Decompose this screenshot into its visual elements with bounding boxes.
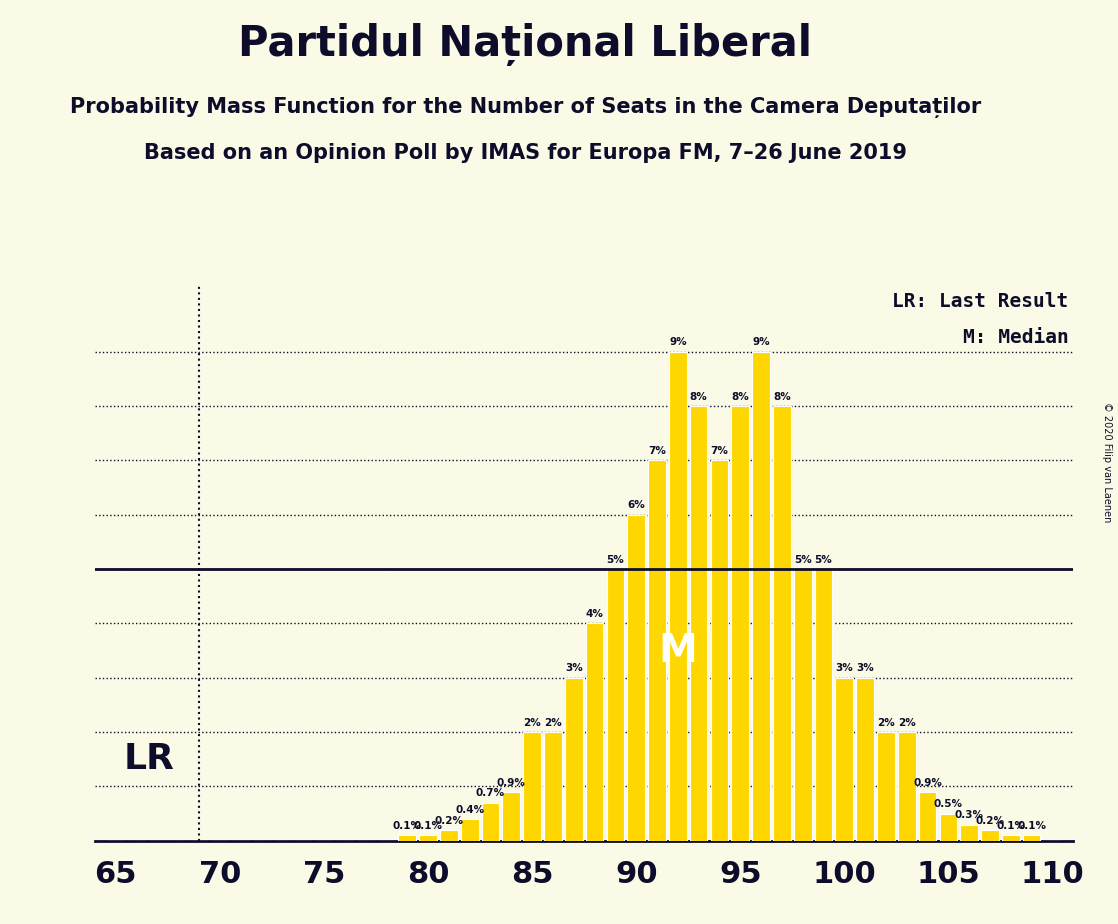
Bar <box>544 732 561 841</box>
Bar <box>815 569 833 841</box>
Text: 0.9%: 0.9% <box>913 778 942 787</box>
Bar <box>1002 835 1020 841</box>
Text: 9%: 9% <box>669 337 686 347</box>
Bar <box>607 569 624 841</box>
Text: 0.9%: 0.9% <box>496 778 525 787</box>
Bar <box>419 835 437 841</box>
Bar <box>565 678 582 841</box>
Bar <box>627 515 645 841</box>
Bar <box>794 569 812 841</box>
Bar <box>773 406 790 841</box>
Text: LR: LR <box>123 742 174 776</box>
Text: 7%: 7% <box>711 446 729 456</box>
Text: 0.7%: 0.7% <box>476 788 505 798</box>
Bar <box>523 732 541 841</box>
Text: Based on an Opinion Poll by IMAS for Europa FM, 7–26 June 2019: Based on an Opinion Poll by IMAS for Eur… <box>144 143 907 164</box>
Bar <box>898 732 916 841</box>
Text: 8%: 8% <box>690 392 708 402</box>
Bar <box>982 830 998 841</box>
Text: 2%: 2% <box>878 718 894 728</box>
Text: 3%: 3% <box>565 663 582 674</box>
Bar <box>482 803 500 841</box>
Bar <box>711 460 728 841</box>
Text: 5%: 5% <box>606 554 624 565</box>
Text: 0.1%: 0.1% <box>392 821 421 831</box>
Text: 5%: 5% <box>815 554 833 565</box>
Text: 8%: 8% <box>731 392 749 402</box>
Bar <box>502 792 520 841</box>
Text: 2%: 2% <box>523 718 541 728</box>
Text: M: M <box>659 632 698 670</box>
Bar <box>690 406 708 841</box>
Text: Partidul Național Liberal: Partidul Național Liberal <box>238 23 813 67</box>
Text: 3%: 3% <box>856 663 874 674</box>
Bar <box>878 732 894 841</box>
Bar <box>960 824 978 841</box>
Bar <box>461 819 479 841</box>
Bar <box>398 835 416 841</box>
Text: 0.3%: 0.3% <box>955 810 984 821</box>
Bar <box>856 678 874 841</box>
Text: 8%: 8% <box>773 392 790 402</box>
Text: 2%: 2% <box>544 718 562 728</box>
Text: 5%: 5% <box>794 554 812 565</box>
Text: 0.1%: 0.1% <box>414 821 443 831</box>
Bar <box>919 792 937 841</box>
Bar <box>835 678 853 841</box>
Text: M: Median: M: Median <box>963 328 1069 347</box>
Text: 7%: 7% <box>648 446 666 456</box>
Text: 9%: 9% <box>752 337 770 347</box>
Text: 0.2%: 0.2% <box>435 816 463 826</box>
Bar <box>1023 835 1041 841</box>
Bar <box>440 830 457 841</box>
Bar <box>752 352 770 841</box>
Bar <box>939 814 957 841</box>
Bar <box>669 352 686 841</box>
Text: 0.5%: 0.5% <box>934 799 963 809</box>
Text: 3%: 3% <box>835 663 853 674</box>
Text: 0.1%: 0.1% <box>1017 821 1046 831</box>
Bar <box>586 624 604 841</box>
Text: 2%: 2% <box>898 718 916 728</box>
Text: 6%: 6% <box>627 501 645 510</box>
Text: 0.4%: 0.4% <box>455 805 484 815</box>
Text: 0.2%: 0.2% <box>976 816 1005 826</box>
Text: Probability Mass Function for the Number of Seats in the Camera Deputaților: Probability Mass Function for the Number… <box>69 97 982 118</box>
Text: 4%: 4% <box>586 609 604 619</box>
Text: © 2020 Filip van Laenen: © 2020 Filip van Laenen <box>1102 402 1112 522</box>
Text: 0.1%: 0.1% <box>996 821 1025 831</box>
Bar <box>731 406 749 841</box>
Bar <box>648 460 666 841</box>
Text: LR: Last Result: LR: Last Result <box>892 292 1069 311</box>
